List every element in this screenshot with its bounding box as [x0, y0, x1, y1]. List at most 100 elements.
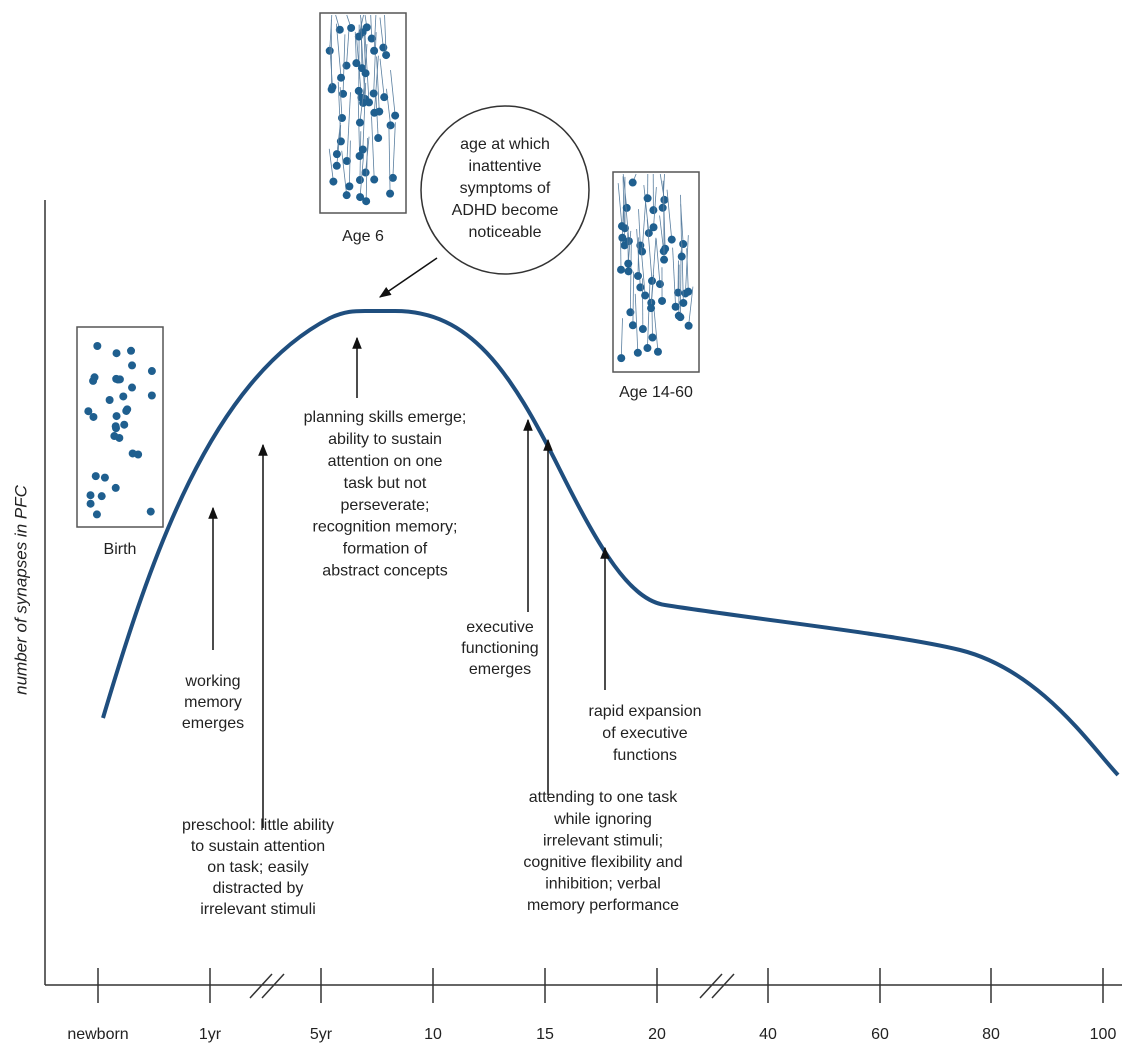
neuron [374, 134, 382, 142]
neuron [112, 484, 120, 492]
neuron [91, 373, 99, 381]
neuron [629, 179, 637, 187]
neuron [649, 206, 657, 214]
neuron [685, 322, 693, 330]
neuron [648, 277, 656, 285]
annotation-text: emerges [182, 715, 244, 732]
neuron [658, 297, 666, 305]
neuron [148, 367, 156, 375]
panel-label: Birth [104, 541, 137, 558]
y-axis-label: number of synapses in PFC [11, 484, 30, 694]
neuron [352, 59, 360, 67]
neuron-panel [613, 172, 699, 372]
annotation-text: recognition memory; [313, 519, 458, 536]
annotation-text: while ignoring [553, 811, 652, 828]
annotation-text: formation of [343, 541, 428, 558]
neuron-panel [320, 13, 406, 213]
annotation-text: rapid expansion [589, 703, 702, 720]
neuron [119, 392, 127, 400]
neuron [356, 176, 364, 184]
neuron [661, 245, 669, 253]
neuron [636, 283, 644, 291]
neuron [624, 267, 632, 275]
neuron [356, 119, 364, 127]
neuron [362, 69, 370, 77]
annotation-text: abstract concepts [322, 563, 447, 580]
annotation-text: task but not [344, 475, 427, 492]
neuron [113, 349, 121, 357]
callout-text: inattentive [469, 158, 542, 175]
panel-label: Age 6 [342, 228, 384, 245]
neuron [684, 288, 692, 296]
annotation: executive functioning emerges [461, 619, 538, 678]
neuron [128, 384, 136, 392]
annotation-text: perseverate; [341, 497, 430, 514]
neuron [86, 491, 94, 499]
neuron [337, 74, 345, 82]
annotation-text: emerges [469, 661, 531, 678]
annotation-text: working [184, 673, 240, 690]
neuron [127, 347, 135, 355]
neuron [93, 510, 101, 518]
annotation-text: irrelevant stimuli [200, 901, 316, 918]
neuron [129, 449, 137, 457]
annotation-text: planning skills emerge; [304, 409, 467, 426]
neuron [114, 375, 122, 383]
neuron [101, 474, 109, 482]
neuron [678, 253, 686, 261]
neuron [355, 87, 363, 95]
x-tick-label: 1yr [199, 1026, 222, 1043]
neuron [623, 204, 631, 212]
neuron [98, 492, 106, 500]
neuron [87, 500, 95, 508]
neuron [106, 396, 114, 404]
neuron [328, 85, 336, 93]
neuron [634, 349, 642, 357]
diagram: number of synapses in PFC newborn1yr5yr1… [0, 0, 1126, 1046]
neuron [648, 334, 656, 342]
neuron [362, 197, 370, 205]
neuron [343, 191, 351, 199]
neuron [123, 405, 131, 413]
neuron [660, 256, 668, 264]
neuron [654, 348, 662, 356]
annotation: rapid expansionof executivefunctions [589, 703, 702, 764]
annotation-text: executive [466, 619, 534, 636]
neuron [643, 344, 651, 352]
neuron [359, 99, 367, 107]
x-tick-label: 80 [982, 1026, 1000, 1043]
neuron [370, 176, 378, 184]
neuron [113, 412, 121, 420]
neuron [624, 260, 632, 268]
callout-text: noticeable [469, 224, 542, 241]
annotation-text: functioning [461, 640, 538, 657]
x-tick-label: 40 [759, 1026, 777, 1043]
neuron [84, 407, 92, 415]
annotation: planning skills emerge; ability to sustai… [304, 409, 467, 579]
neuron [338, 114, 346, 122]
neuron [679, 299, 687, 307]
neuron [380, 93, 388, 101]
neuron [362, 169, 370, 177]
neuron [647, 304, 655, 312]
annotation-text: inhibition; verbal [545, 876, 661, 893]
neuron [391, 112, 399, 120]
neuron [359, 146, 367, 154]
panel-label: Age 14-60 [619, 384, 693, 401]
annotation: workingmemoryemerges [182, 673, 244, 732]
annotation-text: functions [613, 747, 677, 764]
neuron [679, 240, 687, 248]
neuron [625, 237, 633, 245]
annotation-text: irrelevant stimuli; [543, 832, 663, 849]
neuron [641, 291, 649, 299]
neuron [333, 150, 341, 158]
neuron [676, 313, 684, 321]
annotation-text: cognitive flexibility and [523, 854, 682, 871]
neuron [644, 194, 652, 202]
neuron [112, 422, 120, 430]
annotation-text: ability to sustain [328, 431, 442, 448]
neuron [639, 325, 647, 333]
axis-breaks [250, 974, 734, 998]
neuron [617, 266, 625, 274]
x-tick-label: 15 [536, 1026, 554, 1043]
